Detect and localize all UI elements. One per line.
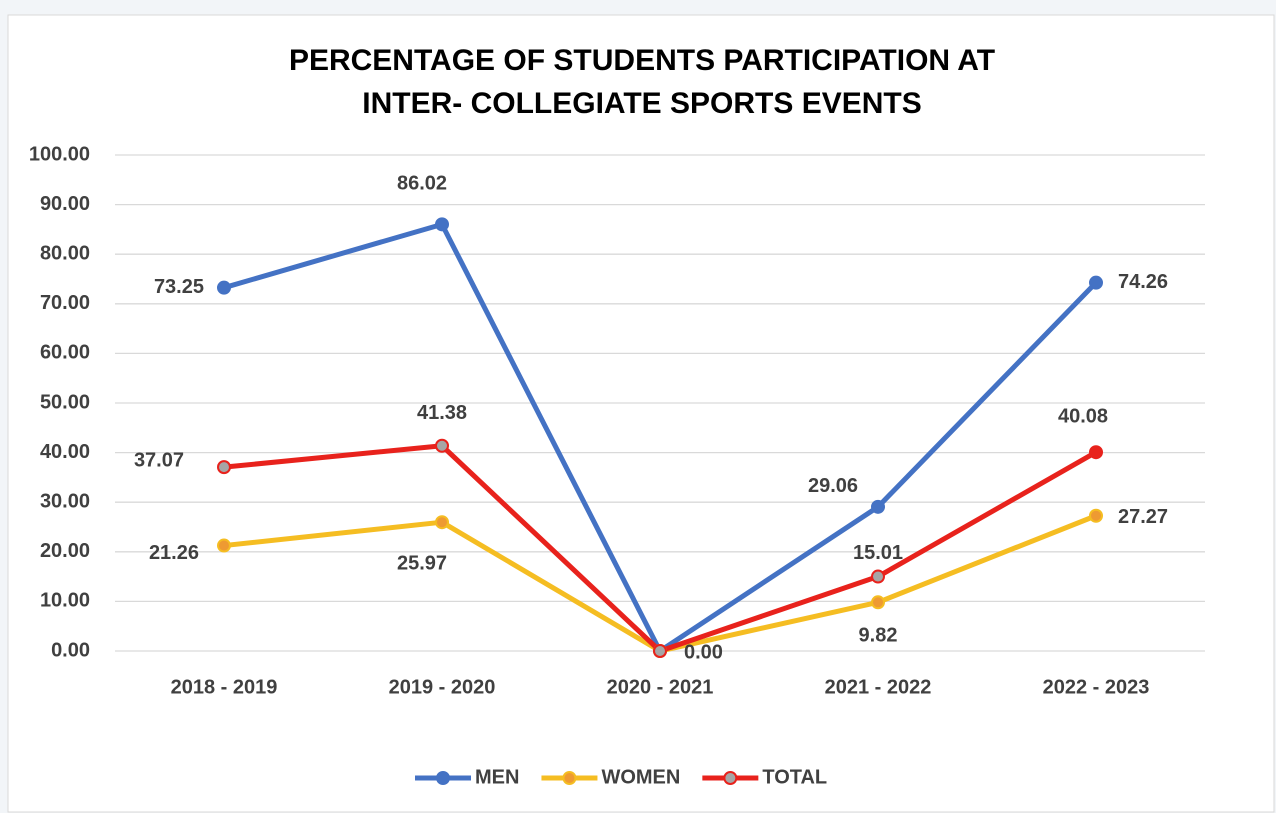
data-label: 15.01 xyxy=(853,542,903,564)
data-point xyxy=(871,595,885,610)
data-point xyxy=(871,569,885,584)
data-label: 21.26 xyxy=(149,542,199,564)
data-point xyxy=(653,644,667,658)
data-label: 37.07 xyxy=(134,449,184,471)
y-tick-label: 30.00 xyxy=(40,490,90,512)
x-tick-label: 2022 - 2023 xyxy=(1043,676,1150,698)
y-tick-label: 10.00 xyxy=(40,590,90,612)
data-label: 9.82 xyxy=(859,625,898,647)
x-tick-label: 2018 - 2019 xyxy=(171,676,278,698)
y-tick-label: 60.00 xyxy=(40,342,90,364)
legend-marker xyxy=(436,771,450,785)
chart-title: INTER- COLLEGIATE SPORTS EVENTS xyxy=(362,87,921,120)
y-tick-label: 50.00 xyxy=(40,391,90,413)
x-tick-label: 2021 - 2022 xyxy=(825,676,932,698)
chart-title: PERCENTAGE OF STUDENTS PARTICIPATION AT xyxy=(289,44,995,77)
legend-marker xyxy=(723,771,738,785)
data-point xyxy=(435,217,449,232)
data-label: 74.26 xyxy=(1118,271,1168,293)
data-point xyxy=(1089,275,1103,290)
data-label: 86.02 xyxy=(397,173,447,195)
y-tick-label: 100.00 xyxy=(29,143,90,165)
data-label: 25.97 xyxy=(397,552,447,574)
legend-marker xyxy=(562,771,577,785)
x-tick-label: 2020 - 2021 xyxy=(607,676,714,698)
y-tick-label: 0.00 xyxy=(51,639,90,661)
data-label: 40.08 xyxy=(1058,405,1108,427)
data-point xyxy=(217,460,231,475)
data-label: 41.38 xyxy=(417,402,467,424)
chart-area xyxy=(7,14,1275,813)
data-point xyxy=(217,538,231,553)
data-label: 27.27 xyxy=(1118,506,1168,528)
data-point xyxy=(435,438,449,453)
data-label: 0.00 xyxy=(684,641,723,663)
data-point xyxy=(217,280,231,295)
data-point xyxy=(1089,445,1103,460)
y-tick-label: 40.00 xyxy=(40,441,90,463)
y-tick-label: 80.00 xyxy=(40,242,90,264)
data-label: 73.25 xyxy=(154,276,204,298)
y-tick-label: 20.00 xyxy=(40,540,90,562)
x-tick-label: 2019 - 2020 xyxy=(389,676,496,698)
legend-label: MEN xyxy=(475,766,519,788)
y-tick-label: 90.00 xyxy=(40,193,90,215)
data-label: 29.06 xyxy=(808,475,858,497)
legend-label: TOTAL xyxy=(762,766,827,788)
data-point xyxy=(435,515,449,530)
data-point xyxy=(1089,508,1103,523)
y-tick-label: 70.00 xyxy=(40,292,90,314)
data-point xyxy=(871,499,885,514)
legend-label: WOMEN xyxy=(601,766,680,788)
